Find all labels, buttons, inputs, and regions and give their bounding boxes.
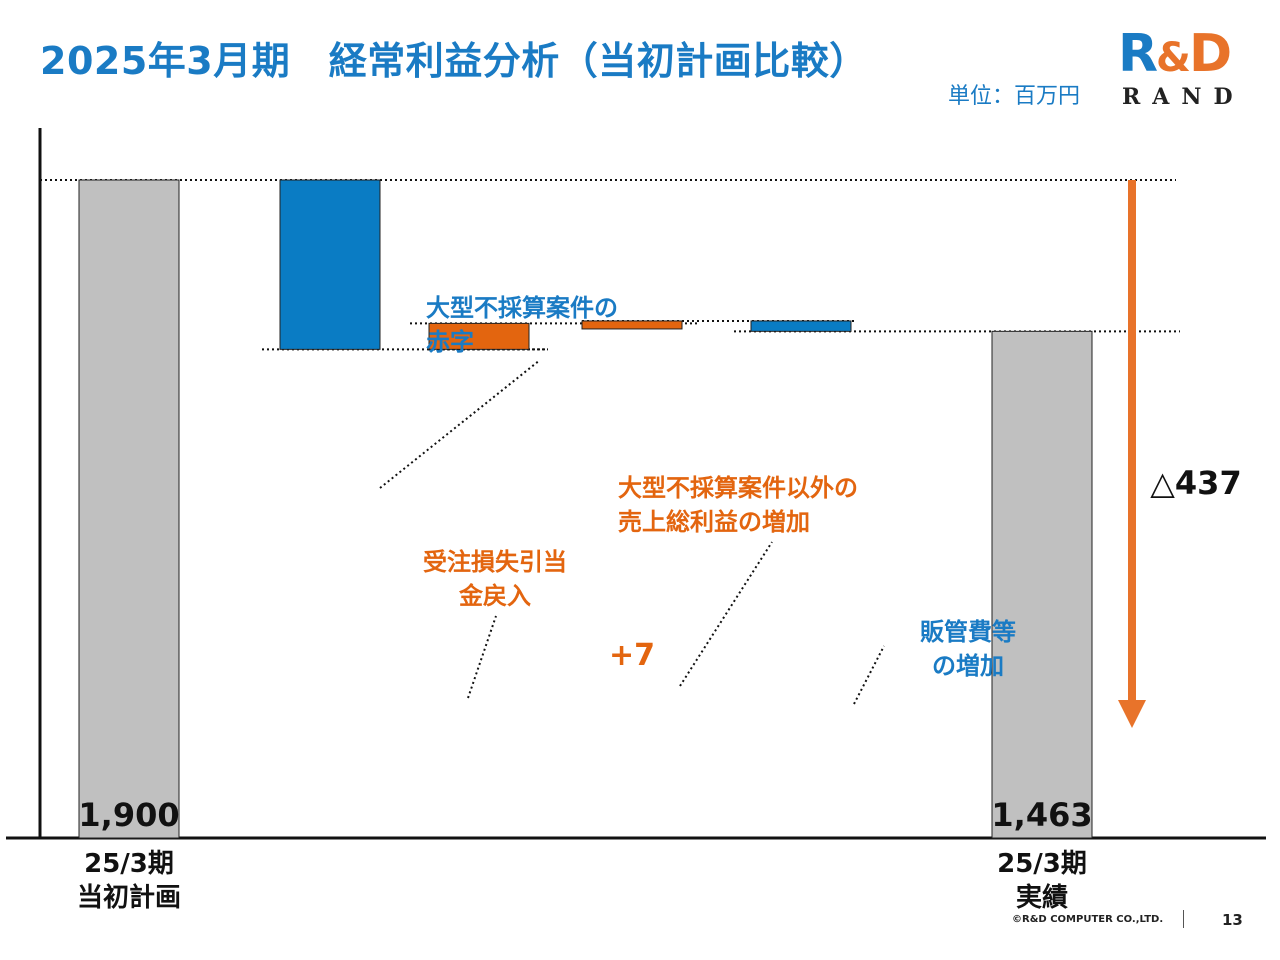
total-change-label: △437	[1150, 464, 1241, 502]
category-label-1-line2: 当初計画	[77, 882, 181, 913]
bar-6	[991, 330, 1093, 839]
value-label-1: 1,900	[78, 796, 179, 834]
page-number: 13	[1222, 911, 1243, 929]
annotation-3-line1: 受注損失引当	[423, 548, 567, 576]
annotation-4-line1: 大型不採算案件以外の	[618, 474, 858, 502]
footer-divider	[1183, 910, 1184, 928]
bar-4	[581, 320, 683, 330]
copyright-text: ©R&D COMPUTER CO.,LTD.	[1012, 914, 1164, 925]
annotation-2-line2: 赤字	[426, 328, 474, 356]
annotation-5-line2: の増加	[932, 652, 1004, 680]
logo-wordmark: RAND	[1122, 84, 1245, 110]
value-label-3: +75	[446, 733, 513, 768]
annotation-leader-5	[853, 645, 885, 705]
annotation-leader-4	[679, 541, 773, 687]
value-label-5: △30	[769, 691, 834, 726]
value-label-2: △489	[284, 470, 375, 508]
annotation-3-line2: 金戻入	[458, 582, 531, 610]
page-title: 2025年3月期 経常利益分析（当初計画比較）	[40, 39, 868, 83]
bar-5	[750, 320, 852, 332]
category-label-1-line1: 25/3期	[84, 849, 174, 879]
unit-label: 単位：百万円	[948, 84, 1081, 109]
annotation-2-line1: 大型不採算案件の	[426, 294, 618, 322]
bar-1	[78, 179, 180, 839]
annotation-5-line1: 販管費等	[920, 618, 1016, 646]
value-label-4: +7	[609, 638, 655, 673]
company-logo: R&D RAND	[1112, 26, 1244, 110]
value-label-6: 1,463	[991, 796, 1092, 834]
logo-mark: R&D	[1118, 24, 1232, 84]
annotation-leader-3	[467, 615, 497, 699]
category-label-6-line2: 実績	[1016, 882, 1068, 913]
bar-3	[428, 322, 530, 350]
bar-2	[279, 179, 381, 350]
total-change-arrow-head	[1118, 700, 1146, 728]
annotation-leader-2	[379, 359, 541, 489]
annotation-4-line2: 売上総利益の増加	[618, 508, 810, 536]
category-label-6-line1: 25/3期	[997, 849, 1087, 879]
